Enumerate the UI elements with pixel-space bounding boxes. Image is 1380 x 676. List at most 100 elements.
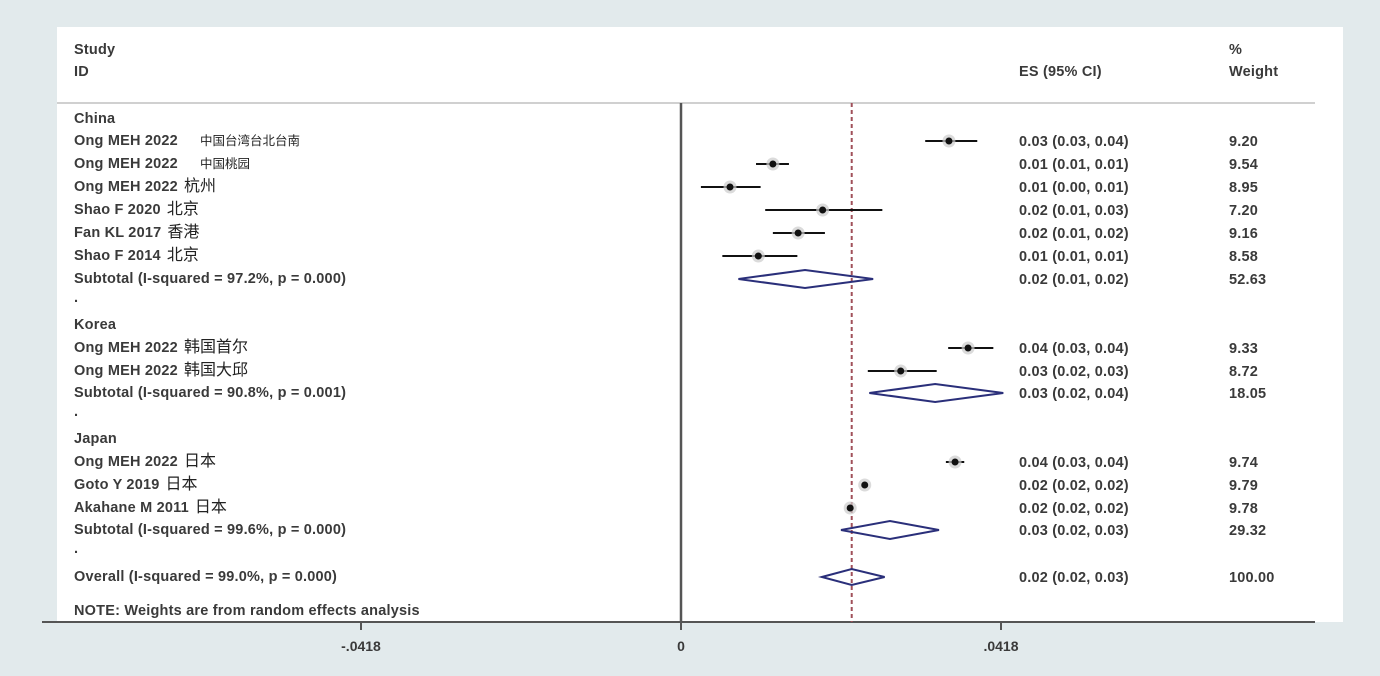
- row-group: Japan: [74, 430, 117, 448]
- row-study: Ong MEH 2022 韩国大邱: [74, 362, 248, 380]
- pooled-diamond: [840, 519, 940, 541]
- row-region: 北京: [166, 247, 199, 264]
- point-estimate: [964, 344, 972, 352]
- row-label: Ong MEH 2022: [74, 363, 178, 379]
- row-label: China: [74, 111, 116, 127]
- weight-value: 9.16: [1229, 226, 1259, 242]
- row-region: 中国台湾台北台南: [199, 134, 300, 148]
- note: NOTE: Weights are from random effects an…: [74, 603, 420, 619]
- es-ci-value: 0.04 (0.03, 0.04): [1019, 455, 1129, 471]
- row-study: Ong MEH 2022 杭州: [74, 178, 216, 196]
- weight-value: 9.20: [1229, 134, 1259, 150]
- row-label: Korea: [74, 317, 117, 333]
- row-subtotal: Subtotal (I-squared = 99.6%, p = 0.000): [74, 521, 346, 539]
- row-sep: .: [74, 289, 78, 307]
- row-study: Ong MEH 2022 韩国首尔: [74, 339, 248, 357]
- row-label: .: [74, 404, 79, 420]
- weight-value: 8.95: [1229, 180, 1259, 196]
- es-ci-value: 0.03 (0.02, 0.04): [1019, 386, 1129, 402]
- header-id: ID: [74, 64, 89, 80]
- weight-value: 18.05: [1229, 386, 1267, 402]
- point-estimate: [951, 458, 959, 466]
- x-tick-label: .0418: [983, 638, 1018, 654]
- weight-value: 100.00: [1229, 570, 1275, 586]
- point-estimate: [769, 160, 777, 168]
- es-ci-value: 0.02 (0.02, 0.02): [1019, 478, 1129, 494]
- pooled-diamond: [869, 382, 1004, 404]
- row-group: Korea: [74, 316, 116, 334]
- row-label: .: [74, 290, 79, 306]
- row-label: Ong MEH 2022: [74, 133, 178, 149]
- point-estimate: [897, 367, 905, 375]
- row-region: 香港: [167, 224, 200, 241]
- row-study: Ong MEH 2022 中国台湾台北台南: [74, 132, 300, 150]
- row-region: 北京: [166, 201, 199, 218]
- header-weight: Weight: [1229, 64, 1279, 80]
- row-region: 杭州: [183, 178, 216, 195]
- row-study: Shao F 2020 北京: [74, 201, 199, 219]
- es-ci-value: 0.03 (0.02, 0.03): [1019, 364, 1129, 380]
- row-region: 日本: [183, 453, 216, 470]
- es-ci-value: 0.01 (0.00, 0.01): [1019, 180, 1129, 196]
- weight-value: 9.33: [1229, 341, 1259, 357]
- pooled-diamond: [738, 268, 874, 290]
- weight-value: 8.72: [1229, 364, 1259, 380]
- weight-value: 9.79: [1229, 478, 1259, 494]
- weight-value: 9.74: [1229, 455, 1259, 471]
- row-label: Subtotal (I-squared = 99.6%, p = 0.000): [74, 522, 347, 538]
- row-study: Akahane M 2011 日本: [74, 499, 227, 517]
- row-study: Ong MEH 2022 中国桃园: [74, 155, 250, 173]
- row-label: Ong MEH 2022: [74, 454, 178, 470]
- row-label: Ong MEH 2022: [74, 179, 178, 195]
- header-study: Study: [74, 42, 116, 58]
- row-subtotal: Subtotal (I-squared = 90.8%, p = 0.001): [74, 384, 346, 402]
- weight-value: 7.20: [1229, 203, 1259, 219]
- row-sep: .: [74, 403, 78, 421]
- point-estimate: [794, 229, 802, 237]
- header-es: ES (95% CI): [1019, 64, 1102, 80]
- row-label: .: [74, 541, 79, 557]
- plot-panel: [57, 27, 1343, 622]
- row-region: 中国桃园: [199, 157, 250, 171]
- row-label: Subtotal (I-squared = 97.2%, p = 0.000): [74, 271, 347, 287]
- row-overall: Overall (I-squared = 99.0%, p = 0.000): [74, 568, 337, 586]
- es-ci-value: 0.02 (0.02, 0.03): [1019, 570, 1129, 586]
- point-estimate: [754, 252, 762, 260]
- row-study: Goto Y 2019 日本: [74, 476, 198, 494]
- weight-value: 8.58: [1229, 249, 1259, 265]
- es-ci-value: 0.03 (0.03, 0.04): [1019, 134, 1129, 150]
- es-ci-value: 0.01 (0.01, 0.01): [1019, 249, 1129, 265]
- x-tick-label: -.0418: [341, 638, 381, 654]
- row-label: Ong MEH 2022: [74, 156, 178, 172]
- row-label: Shao F 2020: [74, 202, 161, 218]
- point-estimate: [861, 481, 869, 489]
- point-estimate: [726, 183, 734, 191]
- weight-value: 9.78: [1229, 501, 1259, 517]
- es-ci-value: 0.02 (0.01, 0.03): [1019, 203, 1129, 219]
- x-tick-label: 0: [677, 638, 685, 654]
- row-label: Akahane M 2011: [74, 500, 189, 516]
- es-ci-value: 0.01 (0.01, 0.01): [1019, 157, 1129, 173]
- row-label: Goto Y 2019: [74, 477, 160, 493]
- row-label: Ong MEH 2022: [74, 340, 178, 356]
- row-group: China: [74, 110, 115, 128]
- row-subtotal: Subtotal (I-squared = 97.2%, p = 0.000): [74, 270, 346, 288]
- row-label: Japan: [74, 431, 117, 447]
- point-estimate: [846, 504, 854, 512]
- row-label: Fan KL 2017: [74, 225, 162, 241]
- es-ci-value: 0.02 (0.01, 0.02): [1019, 272, 1129, 288]
- es-ci-value: 0.04 (0.03, 0.04): [1019, 341, 1129, 357]
- point-estimate: [819, 206, 827, 214]
- row-study: Shao F 2014 北京: [74, 247, 199, 265]
- weight-value: 52.63: [1229, 272, 1267, 288]
- row-sep: .: [74, 540, 78, 558]
- row-label: Overall (I-squared = 99.0%, p = 0.000): [74, 569, 338, 585]
- row-region: 日本: [194, 499, 227, 516]
- row-study: Fan KL 2017 香港: [74, 224, 199, 242]
- es-ci-value: 0.02 (0.01, 0.02): [1019, 226, 1129, 242]
- es-ci-value: 0.02 (0.02, 0.02): [1019, 501, 1129, 517]
- weight-value: 9.54: [1229, 157, 1259, 173]
- row-region: 韩国首尔: [183, 339, 248, 356]
- header-pct: %: [1229, 42, 1243, 58]
